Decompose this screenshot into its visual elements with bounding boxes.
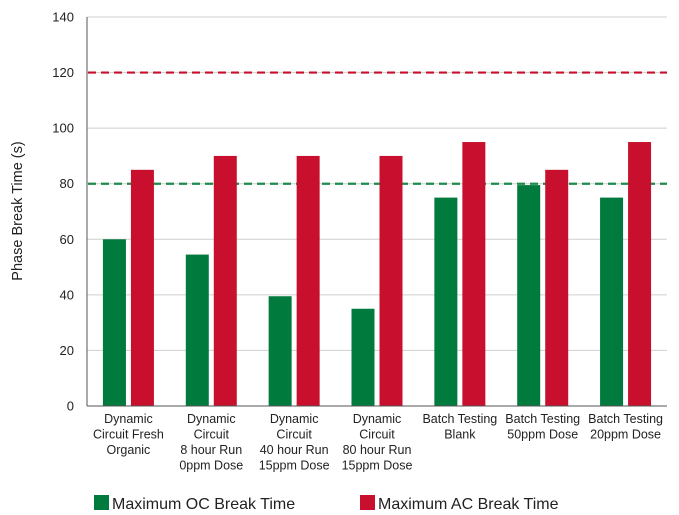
- reference-lines: [88, 71, 667, 185]
- legend-swatch-oc: [94, 495, 109, 510]
- x-category-label: Dynamic Circuit Fresh Organic: [93, 412, 164, 457]
- y-tick-label: 60: [60, 232, 74, 247]
- bar-oc: [185, 254, 209, 406]
- bar-oc: [351, 308, 375, 406]
- bar-oc: [517, 185, 541, 406]
- y-tick-label: 80: [60, 176, 74, 191]
- x-category-label: Batch Testing 20ppm Dose: [588, 412, 663, 442]
- bar-ac: [296, 155, 320, 406]
- y-tick-label: 0: [67, 399, 74, 414]
- bar-oc: [268, 296, 292, 406]
- y-axis-title: Phase Break Time (s): [10, 141, 26, 280]
- x-category-label: Batch Testing Blank: [422, 412, 497, 442]
- bar-ac: [130, 169, 154, 406]
- y-tick-label: 120: [52, 65, 74, 80]
- bar-oc: [600, 197, 624, 406]
- bar-ac: [213, 155, 237, 406]
- labels: 0 20 40 60 80 100 120 140 Dynamic Circuit Fresh Or…: [52, 10, 663, 473]
- legend: Maximum OC Break Time Maximum AC Break Ti…: [94, 495, 559, 513]
- axes: [86, 17, 667, 407]
- x-category-label: Dynamic Circuit 8 hour Run 0ppm Dose: [179, 412, 243, 473]
- x-category-label: Dynamic Circuit 40 hour Run 15ppm Dose: [259, 412, 330, 473]
- x-category-label: Batch Testing 50ppm Dose: [505, 412, 580, 442]
- y-tick-label: 20: [60, 343, 74, 358]
- y-tick-label: 140: [52, 10, 74, 25]
- bar-oc: [434, 197, 458, 406]
- y-tick-label: 100: [52, 121, 74, 136]
- legend-label-ac: Maximum AC Break Time: [378, 496, 559, 513]
- y-tick-label: 40: [60, 287, 74, 302]
- bar-ac: [379, 155, 403, 406]
- x-category-label: Dynamic Circuit 80 hour Run 15ppm Dose: [342, 412, 413, 473]
- bar-ac: [628, 142, 652, 407]
- bar-ac: [462, 142, 486, 407]
- bar-ac: [545, 169, 569, 406]
- legend-swatch-ac: [360, 495, 375, 510]
- legend-label-oc: Maximum OC Break Time: [112, 496, 295, 513]
- bars: [102, 142, 652, 407]
- bar-oc: [102, 239, 126, 406]
